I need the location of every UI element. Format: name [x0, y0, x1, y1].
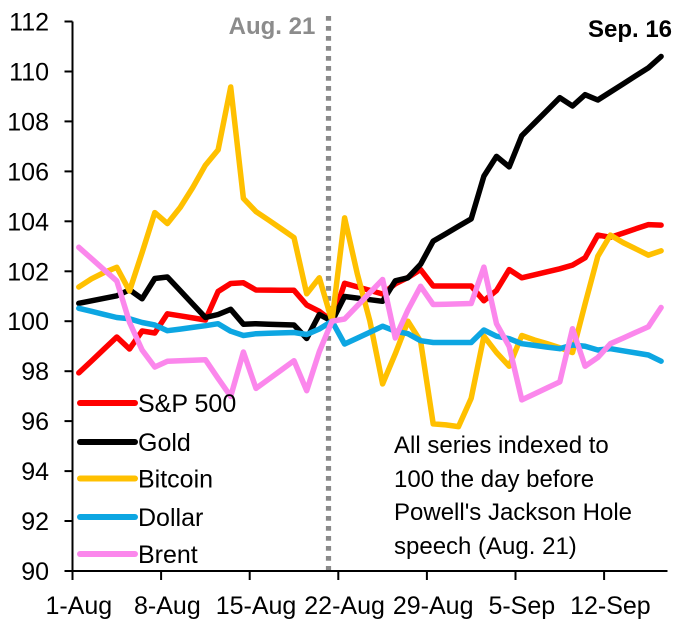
svg-text:All series indexed to: All series indexed to: [394, 432, 609, 459]
svg-text:100 the day before: 100 the day before: [394, 466, 594, 493]
svg-text:Brent: Brent: [138, 541, 198, 569]
svg-text:8-Aug: 8-Aug: [134, 592, 201, 620]
svg-text:S&P 500: S&P 500: [138, 390, 236, 418]
svg-text:5-Sep: 5-Sep: [488, 592, 555, 620]
svg-text:90: 90: [21, 558, 49, 586]
svg-text:104: 104: [7, 208, 49, 236]
svg-text:98: 98: [21, 358, 49, 386]
svg-text:Sep. 16: Sep. 16: [588, 16, 672, 43]
svg-text:112: 112: [9, 9, 49, 37]
svg-text:106: 106: [7, 158, 49, 186]
svg-text:102: 102: [7, 258, 49, 286]
svg-text:92: 92: [21, 508, 49, 536]
svg-text:Gold: Gold: [138, 429, 191, 457]
svg-text:Powell's Jackson Hole: Powell's Jackson Hole: [394, 499, 632, 526]
svg-text:108: 108: [7, 108, 49, 136]
svg-text:Bitcoin: Bitcoin: [138, 466, 213, 494]
svg-text:96: 96: [21, 408, 49, 436]
svg-text:22-Aug: 22-Aug: [304, 592, 385, 620]
svg-text:Aug. 21: Aug. 21: [229, 13, 316, 40]
svg-text:speech (Aug. 21): speech (Aug. 21): [394, 533, 577, 560]
svg-text:Dollar: Dollar: [138, 504, 203, 532]
svg-text:29-Aug: 29-Aug: [393, 592, 474, 620]
svg-text:94: 94: [21, 458, 49, 486]
svg-text:12-Sep: 12-Sep: [570, 592, 651, 620]
svg-text:1-Aug: 1-Aug: [45, 592, 112, 620]
svg-text:15-Aug: 15-Aug: [216, 592, 297, 620]
svg-text:110: 110: [9, 59, 49, 87]
svg-text:100: 100: [7, 308, 49, 336]
